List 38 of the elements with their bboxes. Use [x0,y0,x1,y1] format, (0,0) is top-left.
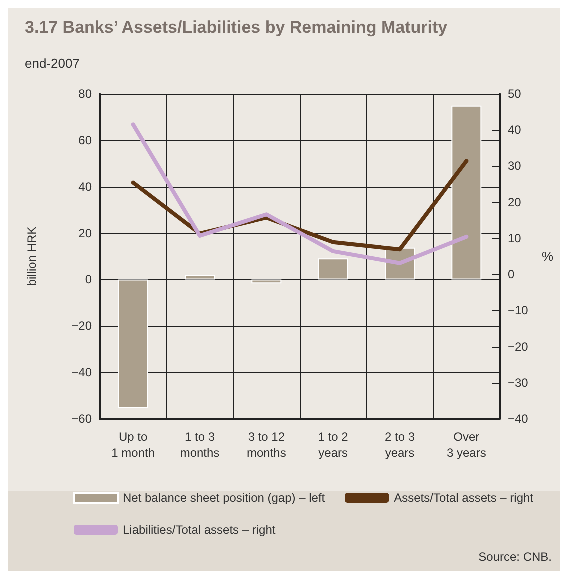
y-tick-label: −60 [72,412,92,426]
y2-tick-label: 30 [508,159,522,174]
x-tick-label: Up to 1 month [112,430,156,460]
chart-title: 3.17 Banks’ Assets/Liabilities by Remaining Maturity [25,18,448,37]
legend-label: Liabilities/Total assets – right [123,523,276,537]
x-tick-label: 1 to 2 years [318,430,349,460]
bar [452,106,482,280]
y-tick-label: 80 [78,87,92,101]
x-tick-label: 2 to 3 years [384,430,416,460]
y2-tick-label: 50 [508,87,522,101]
y2-tick-label: −20 [508,340,529,354]
y2-tick-label: −10 [508,304,529,318]
x-tick-label: 1 to 3 months [180,430,220,460]
x-tick-label: 3 to 12 months [246,430,286,460]
legend-label: Assets/Total assets – right [394,491,534,505]
x-tick-label: Over 3 years [446,430,486,460]
y-tick-label: 20 [78,226,92,240]
source-note: Source: CNB. [478,550,552,564]
legend-label: Net balance sheet position (gap) – left [123,491,326,505]
y-tick-label: −40 [72,366,92,380]
y2-tick-label: 20 [508,195,522,210]
y2-axis-title: % [542,249,554,264]
y-tick-label: 60 [78,133,92,148]
y2-tick-label: 10 [508,231,522,246]
y-tick-label: 40 [78,180,92,194]
y2-tick-label: −40 [508,412,529,426]
line-series [131,122,469,266]
chart-subtitle: end-2007 [25,56,80,71]
y2-tick-label: −30 [508,376,529,390]
y2-tick-label: 40 [508,123,522,138]
bar [185,275,215,280]
bar [252,280,282,284]
y-tick-label: 0 [85,272,92,287]
y2-tick-label: 0 [508,268,515,282]
y-tick-label: −20 [72,319,92,334]
y-axis-title: billion HRK [25,226,39,286]
bar [318,258,348,280]
bar [118,280,148,408]
